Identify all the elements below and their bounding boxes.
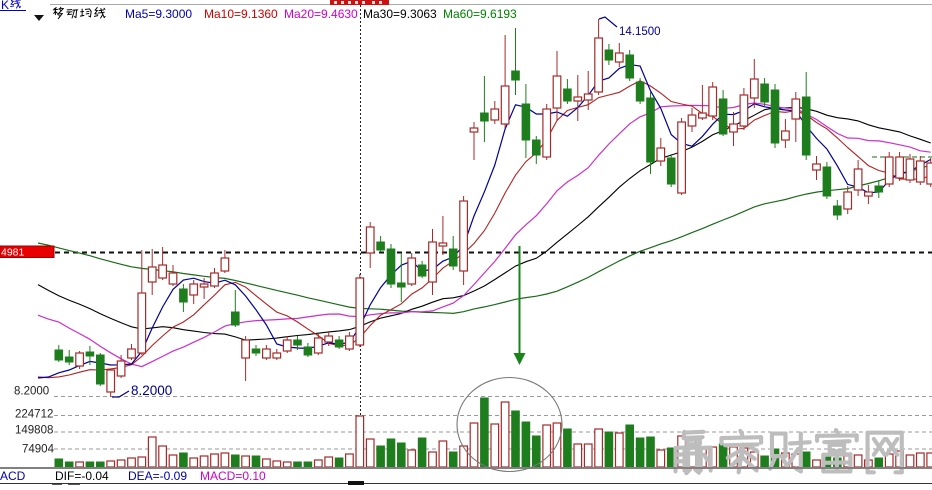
svg-text:8.2000: 8.2000	[14, 386, 49, 398]
svg-text:224712: 224712	[15, 409, 53, 421]
svg-text:8.2000: 8.2000	[131, 383, 172, 398]
svg-text:MACD=0.10: MACD=0.10	[200, 469, 266, 483]
svg-text:Ma30=9.3063: Ma30=9.3063	[363, 7, 437, 21]
svg-text:Ma20=9.4630: Ma20=9.4630	[284, 7, 358, 21]
svg-text:4981: 4981	[1, 247, 25, 259]
svg-text:Ma60=9.6193: Ma60=9.6193	[443, 7, 517, 21]
svg-text:DEA=-0.09: DEA=-0.09	[128, 469, 187, 483]
svg-text:DIF=-0.04: DIF=-0.04	[55, 469, 109, 483]
svg-text:Ma5=9.3000: Ma5=9.3000	[125, 7, 192, 21]
svg-text:74904: 74904	[22, 444, 55, 456]
svg-text:ACD: ACD	[0, 469, 26, 483]
svg-text:14.1500: 14.1500	[619, 26, 661, 38]
svg-text:Ma10=9.1360: Ma10=9.1360	[204, 7, 278, 21]
svg-text:149808: 149808	[15, 425, 53, 437]
